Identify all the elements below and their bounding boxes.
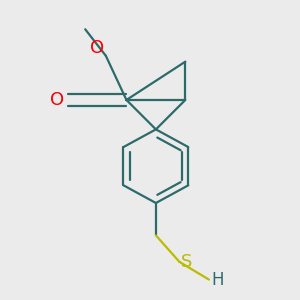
Text: H: H	[211, 271, 224, 289]
Text: O: O	[90, 39, 104, 57]
Text: O: O	[50, 91, 64, 109]
Text: S: S	[181, 253, 193, 271]
